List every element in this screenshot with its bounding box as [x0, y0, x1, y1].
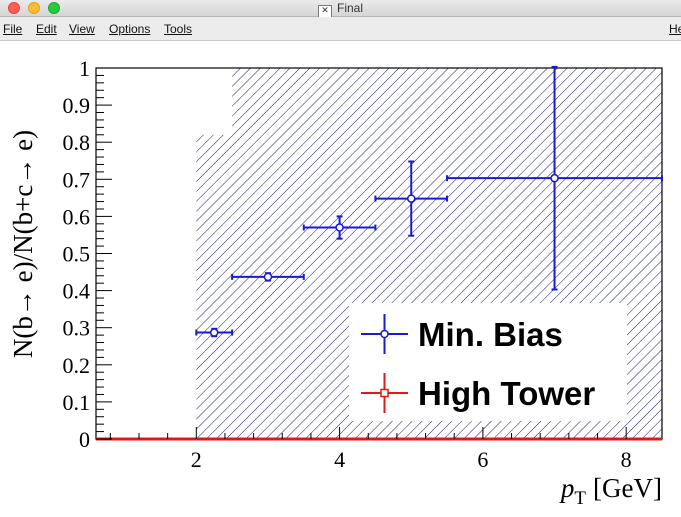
legend: Min. Bias High Tower [349, 303, 627, 421]
band-region-0 [196, 134, 233, 439]
y-tick-label: 0.2 [63, 353, 91, 378]
data-point [302, 215, 377, 240]
x-axis-label: pT [GeV] [559, 473, 662, 509]
y-tick-label: 0.8 [63, 130, 91, 155]
legend-min-bias-marker [380, 329, 389, 339]
window-title-text: Final [336, 1, 363, 15]
x-tick-label: 4 [334, 447, 345, 472]
chart-svg: 2 4 6 8 0 0.1 0.2 0.3 0.4 0.5 0.6 0.7 0.8 0.9 1 Min. B… [8, 56, 663, 509]
y-axis-label: N(b→ e)/N(b+c→ e) [8, 130, 38, 358]
legend-high-tower-label: High Tower [418, 375, 595, 412]
y-tick-label: 0.6 [63, 204, 91, 229]
menu-tools[interactable]: Tools [164, 22, 193, 36]
point-marker [550, 173, 559, 183]
window-title: ✕ Final [0, 0, 681, 18]
data-point [195, 327, 234, 338]
menu-view[interactable]: View [69, 22, 95, 36]
y-tick-label: 0.7 [63, 167, 91, 192]
legend-entry-min-bias: Min. Bias [361, 314, 563, 354]
data-point [374, 160, 449, 237]
close-window-button[interactable] [8, 2, 20, 14]
y-tick-label: 0.4 [63, 279, 91, 304]
x-tick-label: 2 [191, 447, 202, 472]
y-tick-label: 0.3 [63, 316, 91, 341]
y-tick-label: 0 [79, 427, 90, 452]
legend-high-tower-marker [380, 388, 389, 398]
x-axis-label-unit: [GeV] [593, 473, 662, 503]
data-points [195, 65, 663, 338]
window-titlebar: ✕ Final [0, 0, 681, 18]
menu-options[interactable]: Options [109, 22, 151, 36]
menu-edit[interactable]: Edit [36, 22, 57, 36]
menu-help[interactable]: He [669, 22, 681, 36]
x-axis-label-sub: T [574, 488, 586, 509]
point-marker [335, 223, 344, 232]
x-tick-label: 8 [621, 447, 632, 472]
plot-canvas[interactable]: 2 4 6 8 0 0.1 0.2 0.3 0.4 0.5 0.6 0.7 0.8 0.9 1 Min. B… [0, 41, 681, 517]
legend-min-bias-label: Min. Bias [418, 316, 563, 353]
minimize-window-button[interactable] [28, 2, 40, 14]
data-point [231, 272, 305, 282]
y-tick-label: 0.1 [63, 390, 91, 415]
y-tick-label: 1 [79, 56, 90, 81]
axes: 2 4 6 8 0 0.1 0.2 0.3 0.4 0.5 0.6 0.7 0.8 0.9 1 [63, 56, 663, 472]
zoom-window-button[interactable] [48, 2, 60, 14]
legend-entry-high-tower: High Tower [361, 373, 595, 413]
x-tick-label: 6 [477, 447, 488, 472]
point-marker [263, 272, 273, 282]
y-tick-label: 0.5 [63, 242, 91, 267]
x-axis-label-main: p [559, 473, 575, 503]
legend-box [349, 303, 627, 421]
y-tick-label: 0.9 [63, 93, 91, 118]
point-marker [406, 194, 416, 203]
menu-bar: File Edit View Options Tools He [0, 17, 681, 41]
data-point [446, 65, 663, 291]
menu-file[interactable]: File [3, 22, 23, 36]
point-marker [209, 328, 219, 337]
